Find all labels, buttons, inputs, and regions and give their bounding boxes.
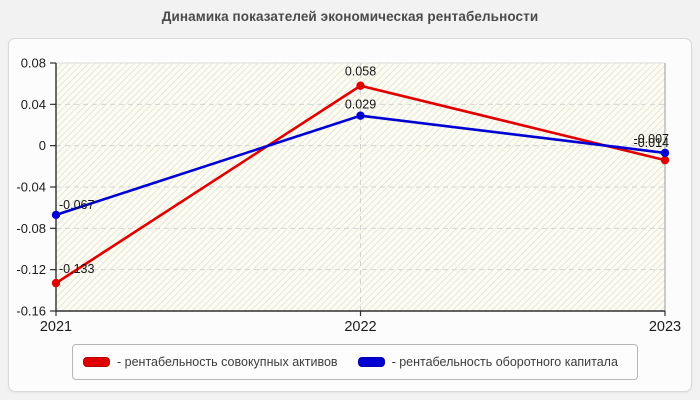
legend-swatch-red	[83, 357, 110, 367]
x-tick-label: 2022	[344, 319, 376, 335]
legend: - рентабельность совокупных активов - ре…	[72, 344, 638, 380]
y-tick-label: -0.08	[16, 221, 46, 236]
legend-label: - рентабельность оборотного капитала	[391, 355, 618, 369]
point-value-label: -0.007	[634, 132, 669, 146]
y-tick-label: -0.12	[16, 262, 46, 277]
point-value-label: 0.058	[345, 65, 376, 79]
x-tick-label: 2023	[649, 319, 681, 335]
legend-label: - рентабельность совокупных активов	[117, 355, 338, 369]
chart-panel: 0.08 0.04 0 -0.04 -0.08 -0.12 -0.16 2021 2022 202…	[8, 38, 692, 392]
y-tick-label: 0	[39, 138, 46, 153]
y-tick-label: 0.08	[21, 56, 46, 71]
point-value-label: -0.133	[59, 262, 94, 276]
y-tick-label: 0.04	[21, 97, 46, 112]
y-tick-label: -0.16	[16, 304, 46, 319]
page-title: Динамика показателей экономическая рента…	[161, 9, 539, 24]
point-value-label: -0.014	[634, 136, 669, 150]
legend-item-working-capital: - рентабельность оборотного капитала	[357, 355, 618, 369]
point-value-label: -0.067	[59, 198, 94, 212]
x-tick-label: 2021	[40, 319, 72, 335]
legend-swatch-blue	[357, 357, 385, 367]
y-tick-label: -0.04	[16, 180, 46, 195]
point-value-label: 0.029	[345, 98, 376, 112]
legend-item-total-assets: - рентабельность совокупных активов	[83, 355, 338, 369]
